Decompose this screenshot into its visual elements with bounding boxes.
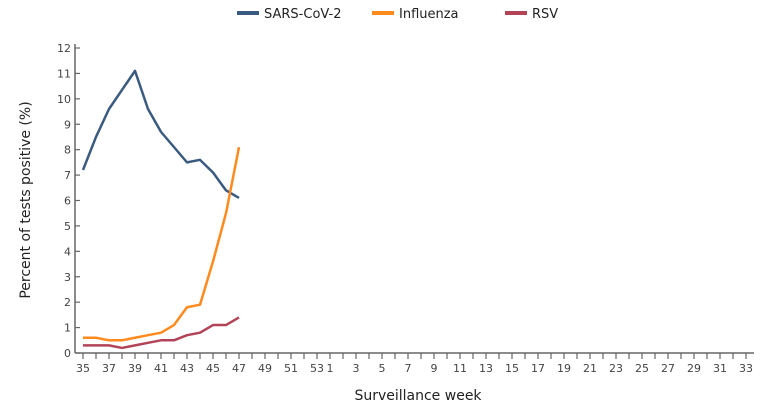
- x-tick-label: 39: [128, 362, 142, 375]
- legend-label: Influenza: [399, 7, 459, 22]
- x-tick-label: 43: [180, 362, 194, 375]
- x-tick-label: 45: [206, 362, 220, 375]
- x-tick-label: 19: [557, 362, 571, 375]
- x-tick-label: 25: [635, 362, 649, 375]
- series-line-sars-cov-2: [81, 69, 240, 200]
- y-tick-label: 2: [64, 296, 71, 309]
- x-tick-label: 7: [405, 362, 412, 375]
- x-tick-label: 49: [258, 362, 272, 375]
- y-tick-label: 3: [64, 271, 71, 284]
- series-lines: [81, 69, 241, 350]
- x-tick-label: 27: [661, 362, 675, 375]
- legend-label: SARS-CoV-2: [264, 7, 342, 22]
- x-tick-label: 47: [232, 362, 246, 375]
- x-axis: 35 37 39 41 43 45 47 49 51 53 1 3 5 7 9 11 13 15 17 19 21 23 2…: [75, 352, 754, 375]
- y-axis-label: Percent of tests positive (%): [18, 101, 34, 298]
- legend-label: RSV: [532, 7, 558, 22]
- x-tick-label: 37: [102, 362, 116, 375]
- x-tick-label: 3: [353, 362, 360, 375]
- x-tick-label: 51: [284, 362, 298, 375]
- x-tick-label: 23: [609, 362, 623, 375]
- x-tick-label: 41: [154, 362, 168, 375]
- y-tick-label: 5: [64, 220, 71, 233]
- y-tick-label: 11: [57, 67, 71, 80]
- series-line-influenza: [83, 146, 241, 342]
- x-tick-label: 35: [76, 362, 90, 375]
- x-tick-label: 11: [453, 362, 467, 375]
- y-tick-label: 4: [64, 245, 71, 258]
- y-tick-label: 12: [57, 42, 71, 55]
- x-tick-label: 1: [327, 362, 334, 375]
- x-tick-label: 13: [479, 362, 493, 375]
- y-tick-label: 8: [64, 144, 71, 157]
- legend: SARS-CoV-2 Influenza RSV: [237, 7, 558, 22]
- y-tick-label: 6: [64, 195, 71, 208]
- y-tick-label: 7: [64, 169, 71, 182]
- y-tick-label: 0: [64, 347, 71, 360]
- y-tick-label: 10: [57, 93, 71, 106]
- y-tick-label: 1: [64, 322, 71, 335]
- series-line-rsv: [83, 316, 240, 350]
- x-tick-label: 53: [310, 362, 324, 375]
- x-tick-label: 15: [505, 362, 519, 375]
- x-tick-label: 9: [431, 362, 438, 375]
- x-tick-label: 21: [583, 362, 597, 375]
- x-tick-label: 31: [713, 362, 727, 375]
- x-tick-label: 33: [739, 362, 753, 375]
- y-tick-label: 9: [64, 118, 71, 131]
- x-tick-label: 5: [379, 362, 386, 375]
- x-tick-label: 29: [687, 362, 701, 375]
- x-axis-label: Surveillance week: [354, 388, 482, 404]
- x-tick-label: 17: [531, 362, 545, 375]
